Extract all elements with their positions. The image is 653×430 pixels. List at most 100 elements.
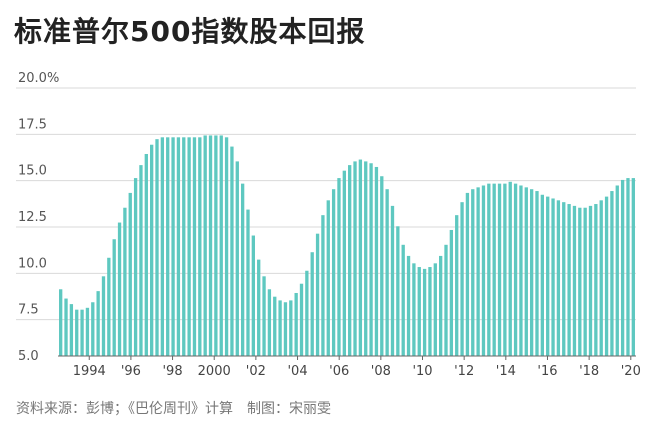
- bar: [101, 276, 106, 356]
- bar: [257, 259, 261, 356]
- bar: [422, 268, 427, 356]
- bar: [246, 209, 250, 356]
- bar: [69, 304, 74, 356]
- bar: [401, 244, 405, 356]
- bar: [588, 205, 593, 356]
- bar: [262, 276, 266, 356]
- bar: [396, 226, 400, 356]
- bar: [208, 135, 213, 356]
- bar: [321, 215, 325, 356]
- bar: [230, 146, 234, 356]
- bar: [540, 194, 544, 356]
- x-tick-label: '96: [121, 364, 141, 379]
- bar: [465, 192, 470, 356]
- bar: [444, 244, 448, 356]
- bar: [315, 233, 320, 356]
- bar: [326, 200, 330, 356]
- bar: [150, 144, 154, 356]
- bar: [380, 176, 384, 356]
- bar: [128, 192, 132, 356]
- bar: [64, 298, 68, 356]
- bar: [455, 215, 459, 356]
- x-tick-label: '08: [371, 364, 391, 379]
- bar: [214, 135, 218, 356]
- bar: [166, 137, 170, 356]
- x-tick-label: 2000: [198, 364, 231, 379]
- x-tick-label: '16: [537, 364, 557, 379]
- bar: [267, 289, 272, 356]
- bar: [310, 252, 314, 356]
- bar: [273, 296, 277, 356]
- y-tick-label: 5.0: [18, 349, 39, 364]
- bar: [412, 263, 416, 356]
- bar: [85, 307, 90, 356]
- bar: [91, 302, 95, 356]
- bar: [80, 309, 84, 356]
- bar: [342, 170, 346, 356]
- bar: [203, 135, 207, 356]
- bar: [604, 196, 609, 356]
- bar: [476, 187, 480, 356]
- bar: [471, 189, 475, 356]
- bar: [562, 202, 566, 356]
- bar: [492, 183, 496, 356]
- y-tick-label: 12.5: [18, 210, 47, 225]
- bar: [374, 166, 379, 356]
- bar: [583, 207, 587, 356]
- bar: [551, 198, 555, 356]
- bar: [390, 205, 395, 356]
- bar: [331, 189, 336, 356]
- bar: [117, 222, 122, 356]
- bar: [160, 137, 165, 356]
- bar: [171, 137, 175, 356]
- bar: [219, 135, 223, 356]
- bar: [406, 255, 411, 356]
- bar: [417, 267, 421, 356]
- bar: [631, 178, 635, 356]
- bar: [112, 239, 116, 356]
- x-tick-label: 1994: [73, 364, 106, 379]
- bar: [144, 153, 148, 356]
- bar: [567, 204, 571, 356]
- bar: [615, 185, 619, 356]
- bar: [572, 205, 577, 356]
- x-tick-labels: 1994 '96 '98 2000 '02 '04 '06 '08 '10 '12 '14 '16 '1…: [73, 356, 641, 379]
- bar: [594, 204, 598, 356]
- source-note: 资料来源：彭博；《巴伦周刊》计算 制图：宋丽雯: [16, 401, 331, 417]
- chart-title: 标准普尔500指数股本回报: [14, 15, 366, 48]
- bar: [187, 137, 191, 356]
- y-tick-label: 15.0: [18, 164, 47, 179]
- x-tick-label: '06: [329, 364, 349, 379]
- bar: [433, 263, 437, 356]
- bar: [289, 300, 293, 356]
- bar: [449, 229, 454, 356]
- x-tick-label: '12: [454, 364, 474, 379]
- x-tick-label: '04: [287, 364, 307, 379]
- bar: [385, 189, 389, 356]
- bar: [305, 270, 309, 356]
- bar: [283, 302, 288, 356]
- bar: [182, 137, 186, 356]
- bar: [224, 137, 229, 356]
- bar: [508, 181, 512, 356]
- bar: [487, 183, 491, 356]
- bar: [620, 179, 625, 356]
- bar: [294, 292, 298, 356]
- bar: [439, 255, 443, 356]
- bar: [519, 185, 523, 356]
- bar: [176, 137, 181, 356]
- bar: [59, 289, 63, 356]
- bar: [155, 139, 159, 356]
- x-tick-label: '14: [496, 364, 516, 379]
- bar: [337, 178, 341, 356]
- bar: [139, 165, 143, 356]
- y-tick-label: 10.0: [18, 256, 47, 271]
- x-tick-label: '10: [412, 364, 432, 379]
- bar: [96, 291, 100, 356]
- bar: [599, 200, 603, 356]
- bar: [535, 191, 539, 356]
- x-tick-label: '98: [162, 364, 182, 379]
- bar: [235, 161, 239, 356]
- bar: [240, 183, 245, 356]
